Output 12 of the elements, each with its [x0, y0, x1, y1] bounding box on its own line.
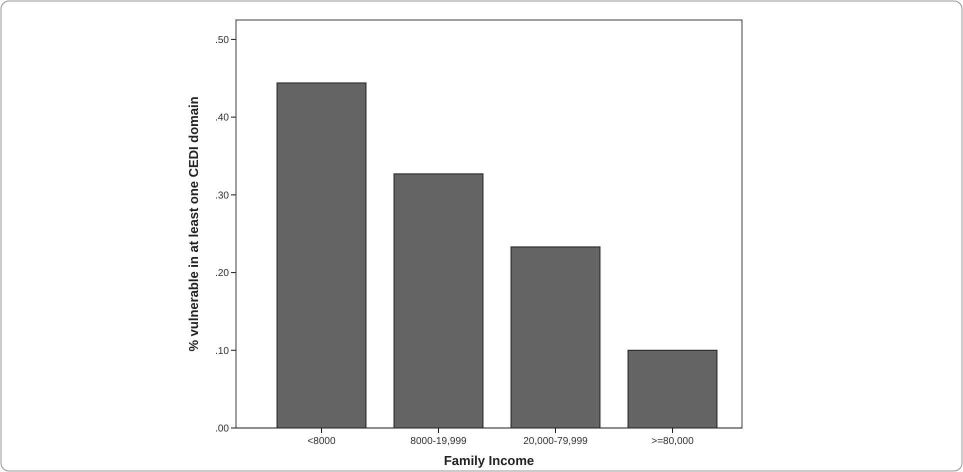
x-tick-label: >=80,000	[651, 436, 694, 447]
x-tick-label: 8000-19,999	[410, 436, 468, 447]
x-axis-title: Family Income	[444, 453, 534, 468]
x-tick-label: 20,000-79,999	[523, 436, 588, 447]
y-tick-label: .40	[215, 112, 230, 124]
y-tick-label: .10	[215, 346, 230, 357]
y-tick-label: .00	[215, 424, 230, 434]
y-tick-label: .30	[215, 190, 230, 202]
y-tick-label: .50	[215, 34, 230, 46]
x-tick-label: <8000	[307, 436, 336, 447]
y-tick-label: .20	[215, 268, 230, 280]
y-axis-title: % vulnerable in at least one CEDI domain	[186, 96, 201, 352]
